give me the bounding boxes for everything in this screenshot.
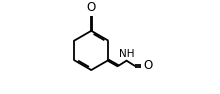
Text: NH: NH <box>119 49 134 59</box>
Text: O: O <box>87 1 96 14</box>
Text: O: O <box>143 59 152 72</box>
